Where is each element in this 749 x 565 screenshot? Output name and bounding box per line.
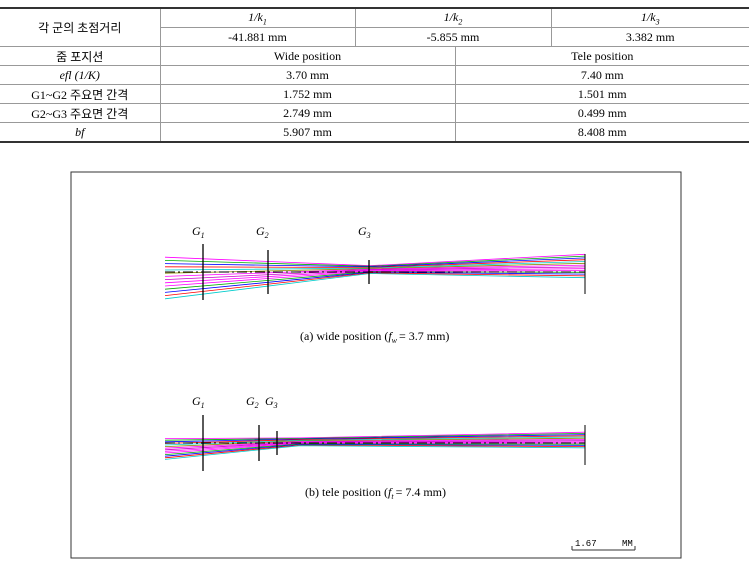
caption-sub: t — [391, 492, 394, 501]
ray — [164, 259, 586, 268]
cell: 2.749 mm — [159, 103, 456, 123]
cell: 3.70 mm — [159, 65, 456, 85]
caption: (b) tele position (ft = 7.4 mm) — [305, 485, 446, 501]
cell: G2~G3 주요면 간격 — [0, 103, 161, 123]
cell: Tele position — [454, 46, 749, 66]
cell: 1.501 mm — [454, 84, 749, 104]
caption-sub: w — [392, 336, 398, 345]
lens-sub: 2 — [265, 231, 269, 240]
ray — [164, 433, 586, 441]
ray — [164, 264, 586, 277]
caption-text: (a) wide position ( — [300, 329, 388, 343]
ray — [164, 444, 586, 459]
cell: 5.907 mm — [159, 122, 456, 143]
caption-var: f — [388, 329, 393, 343]
lens-label: G3 — [265, 394, 278, 410]
group-sub: 3 — [655, 17, 660, 27]
caption-var: f — [388, 485, 393, 499]
ray — [164, 434, 586, 443]
group-name: 1/k — [640, 9, 656, 24]
lens-sub: 1 — [201, 231, 205, 240]
ray — [164, 257, 586, 268]
ray — [164, 270, 586, 287]
header-cell: 각 군의 초점거리 — [0, 7, 161, 47]
lens-sub: 3 — [273, 401, 278, 410]
ray — [164, 440, 586, 451]
caption-text: = 3.7 mm) — [399, 329, 449, 343]
caption-text: = 7.4 mm) — [396, 485, 446, 499]
scale-unit: MM — [622, 539, 633, 549]
ray — [164, 272, 586, 296]
ray — [164, 268, 586, 284]
ray — [164, 261, 586, 271]
lens-name: G — [265, 394, 274, 408]
header-cell: 1/k1 — [159, 7, 356, 28]
group-name: 1/k — [248, 9, 263, 24]
ray — [164, 273, 586, 300]
caption-text: (b) tele position ( — [305, 485, 388, 499]
lens-label: G2 — [256, 224, 269, 240]
scale-value: 1.67 — [575, 539, 597, 549]
ray — [164, 443, 586, 455]
cell: 8.408 mm — [454, 122, 749, 143]
caption: (a) wide position (fw = 3.7 mm) — [300, 329, 449, 345]
lens-label: G1 — [192, 394, 205, 410]
rays — [164, 244, 586, 471]
ray — [164, 266, 586, 280]
lens-name: G — [192, 394, 201, 408]
ray — [164, 444, 586, 457]
ray — [164, 255, 586, 267]
ray — [164, 253, 586, 267]
lens-label: G1 — [192, 224, 205, 240]
lens-sub: 1 — [201, 401, 205, 410]
figure-frame — [70, 171, 682, 559]
ray — [164, 435, 586, 444]
group-sub: 2 — [458, 17, 463, 27]
cell: 줌 포지션 — [0, 46, 161, 66]
cell: 7.40 mm — [454, 65, 749, 85]
ray — [164, 431, 586, 440]
lens-name: G — [192, 224, 201, 238]
lens-name: G — [246, 394, 255, 408]
cell: efl (1/K) — [0, 65, 161, 85]
lens-label: G2 — [246, 394, 259, 410]
cell: 0.499 mm — [454, 103, 749, 123]
lens-label: G3 — [358, 224, 371, 240]
ray — [164, 439, 586, 449]
focal-table: 각 군의 초점거리 1/k1 1/k2 1/k3 -41.881 mm -5.8… — [0, 7, 749, 143]
lens-sub: 2 — [255, 401, 259, 410]
ray — [164, 445, 586, 460]
lens-sub: 3 — [366, 231, 371, 240]
group-sub: 1 — [262, 17, 267, 27]
lens-name: G — [358, 224, 367, 238]
lens-name: G — [256, 224, 265, 238]
group-name: 1/k — [443, 9, 459, 24]
ray — [164, 437, 586, 447]
